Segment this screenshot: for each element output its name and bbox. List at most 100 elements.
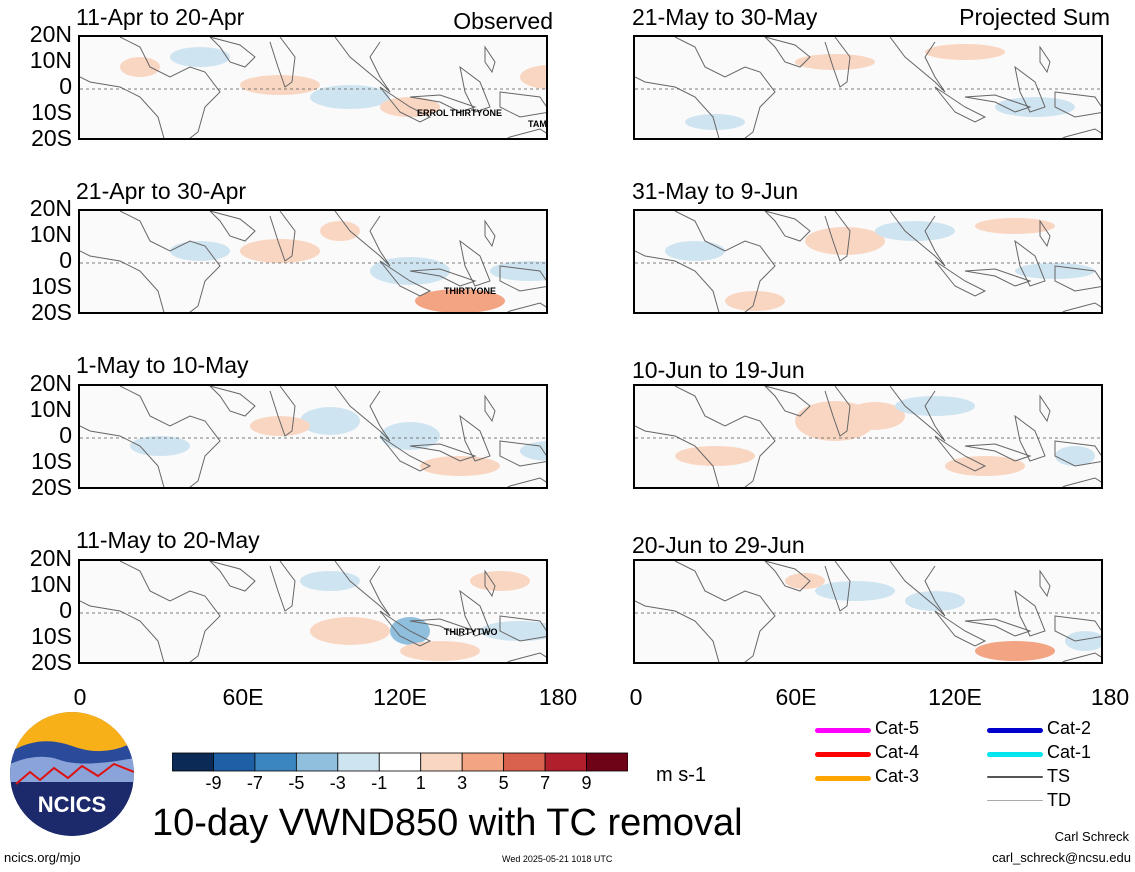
coastline bbox=[934, 610, 987, 647]
coastline bbox=[379, 260, 432, 297]
anomaly-region bbox=[785, 573, 825, 589]
coastline bbox=[506, 652, 546, 662]
storm-label: THIRTYONE bbox=[450, 108, 503, 118]
x-tick: 0 bbox=[73, 684, 87, 710]
coastline bbox=[1039, 569, 1051, 598]
figure-title: 10-day VWND850 with TC removal bbox=[152, 802, 743, 844]
map-panel bbox=[78, 209, 548, 314]
map-field bbox=[80, 211, 546, 312]
coastline bbox=[1014, 239, 1046, 287]
coastline bbox=[764, 386, 811, 417]
y-tick: 20S bbox=[31, 649, 72, 675]
coastline bbox=[1054, 91, 1101, 118]
site-link[interactable]: ncics.org/mjo bbox=[4, 850, 81, 865]
y-tick: 0 bbox=[59, 247, 72, 273]
panel-title: 21-May to 30-May bbox=[632, 4, 818, 30]
coastline bbox=[964, 618, 1032, 637]
coastline bbox=[824, 37, 851, 88]
anomaly-region bbox=[795, 54, 875, 70]
map-field bbox=[80, 37, 546, 138]
coastline bbox=[889, 561, 946, 617]
coastline bbox=[379, 610, 432, 647]
coastline bbox=[764, 211, 811, 242]
coastline bbox=[379, 435, 432, 472]
anomaly-region bbox=[975, 641, 1055, 661]
y-tick: 0 bbox=[59, 422, 72, 448]
anomaly-region bbox=[480, 621, 546, 641]
legend-label: Cat-5 bbox=[875, 718, 920, 738]
coastline bbox=[379, 86, 432, 123]
legend-line bbox=[815, 776, 871, 781]
legend-line bbox=[987, 776, 1043, 778]
anomaly-region bbox=[120, 57, 160, 77]
map-field bbox=[635, 386, 1101, 487]
map-panel bbox=[78, 559, 548, 664]
coastline bbox=[334, 561, 391, 617]
coastline bbox=[1014, 589, 1046, 637]
coastline bbox=[1014, 414, 1046, 462]
anomaly-region bbox=[380, 422, 440, 450]
author-name: Carl Schreck bbox=[1054, 829, 1129, 844]
coastline bbox=[484, 45, 496, 74]
legend-line bbox=[815, 752, 871, 757]
legend-label: Cat-1 bbox=[1047, 742, 1092, 762]
coastline bbox=[764, 37, 811, 68]
coastline bbox=[80, 561, 221, 662]
coastline bbox=[889, 211, 946, 267]
colorbar-label: 7 bbox=[540, 773, 551, 793]
x-tick: 120E bbox=[928, 684, 982, 710]
map-panel bbox=[633, 384, 1103, 489]
anomaly-region bbox=[320, 221, 360, 241]
colorbar-swatches bbox=[172, 752, 628, 772]
colorbar-swatch bbox=[337, 752, 380, 772]
coastline bbox=[934, 260, 987, 297]
coastline bbox=[1014, 65, 1046, 113]
anomaly-region bbox=[925, 44, 1005, 60]
anomaly-region bbox=[310, 85, 390, 109]
panel-title: 20-Jun to 29-Jun bbox=[632, 532, 805, 558]
legend-label: Cat-2 bbox=[1047, 718, 1092, 738]
panel-title: 21-Apr to 30-Apr bbox=[76, 178, 247, 204]
anomaly-region bbox=[875, 221, 955, 241]
y-tick: 10N bbox=[29, 221, 72, 247]
coastline bbox=[484, 394, 496, 423]
coastline bbox=[459, 414, 491, 462]
coastline bbox=[269, 386, 296, 437]
colorbar-label: -7 bbox=[246, 773, 263, 793]
y-tick: 10N bbox=[29, 396, 72, 422]
colorbar-label: 9 bbox=[581, 773, 592, 793]
coastline bbox=[334, 386, 391, 442]
anomaly-region bbox=[240, 239, 320, 263]
coastline bbox=[964, 94, 1032, 113]
map-field bbox=[635, 211, 1101, 312]
anomaly-region bbox=[725, 291, 785, 311]
map-panel bbox=[633, 35, 1103, 140]
coastline bbox=[80, 37, 221, 138]
coastline bbox=[409, 443, 477, 462]
coastline bbox=[209, 561, 256, 592]
storm-label: THIRTYTWO bbox=[444, 627, 498, 637]
colorbar-label: 3 bbox=[457, 773, 468, 793]
coastline bbox=[635, 561, 776, 662]
anomaly-region bbox=[975, 218, 1055, 234]
coastline bbox=[1054, 265, 1101, 292]
coastline bbox=[334, 37, 391, 93]
colorbar-label: -1 bbox=[371, 773, 388, 793]
logo-text: NCICS bbox=[38, 792, 106, 817]
coastline bbox=[334, 211, 391, 267]
x-tick: 180 bbox=[538, 684, 578, 710]
anomaly-region bbox=[995, 97, 1075, 117]
colorbar-label: -3 bbox=[329, 773, 346, 793]
x-tick: 60E bbox=[222, 684, 264, 710]
anomaly-region bbox=[310, 617, 390, 645]
legend-line bbox=[987, 800, 1043, 801]
anomaly-region bbox=[675, 446, 755, 466]
coastline bbox=[964, 268, 1032, 287]
anomaly-region bbox=[300, 571, 360, 591]
coastline bbox=[1061, 477, 1101, 487]
legend-line bbox=[815, 728, 871, 733]
storm-label: THIRTYONE bbox=[444, 286, 497, 296]
author-email[interactable]: carl_schreck@ncsu.edu bbox=[992, 850, 1131, 865]
coastline bbox=[499, 265, 546, 292]
coastline bbox=[269, 211, 296, 262]
